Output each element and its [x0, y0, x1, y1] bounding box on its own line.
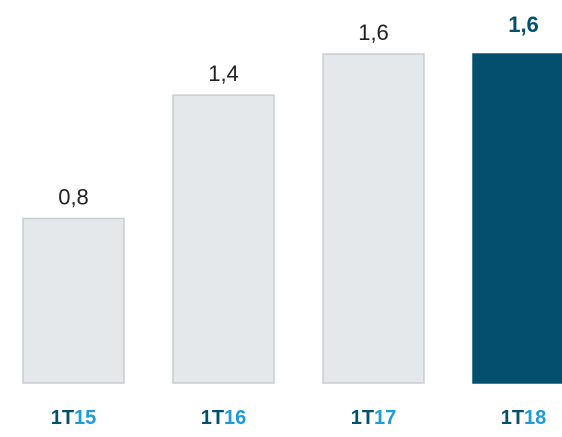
x-tick-label-prefix: 1T — [351, 407, 374, 429]
value-label: 1,6 — [358, 20, 389, 45]
x-tick-label: 1T16 — [201, 407, 247, 429]
x-tick-label: 1T18 — [501, 407, 547, 429]
bar — [22, 217, 125, 384]
value-label: 1,4 — [208, 61, 239, 86]
x-tick-label: 1T15 — [51, 407, 97, 429]
x-tick-label-year: 17 — [374, 407, 396, 429]
bar — [472, 53, 562, 384]
x-tick-label-prefix: 1T — [501, 407, 524, 429]
x-tick-label-year: 15 — [74, 407, 96, 429]
x-tick-label-year: 18 — [524, 407, 546, 429]
value-label: 1,6 — [508, 12, 539, 37]
bar — [322, 53, 425, 384]
value-label: 0,8 — [58, 185, 89, 210]
x-tick-label-year: 16 — [224, 407, 246, 429]
bar — [172, 94, 275, 384]
x-tick-label-prefix: 1T — [51, 407, 74, 429]
x-tick-label-prefix: 1T — [201, 407, 224, 429]
x-tick-label: 1T17 — [351, 407, 397, 429]
